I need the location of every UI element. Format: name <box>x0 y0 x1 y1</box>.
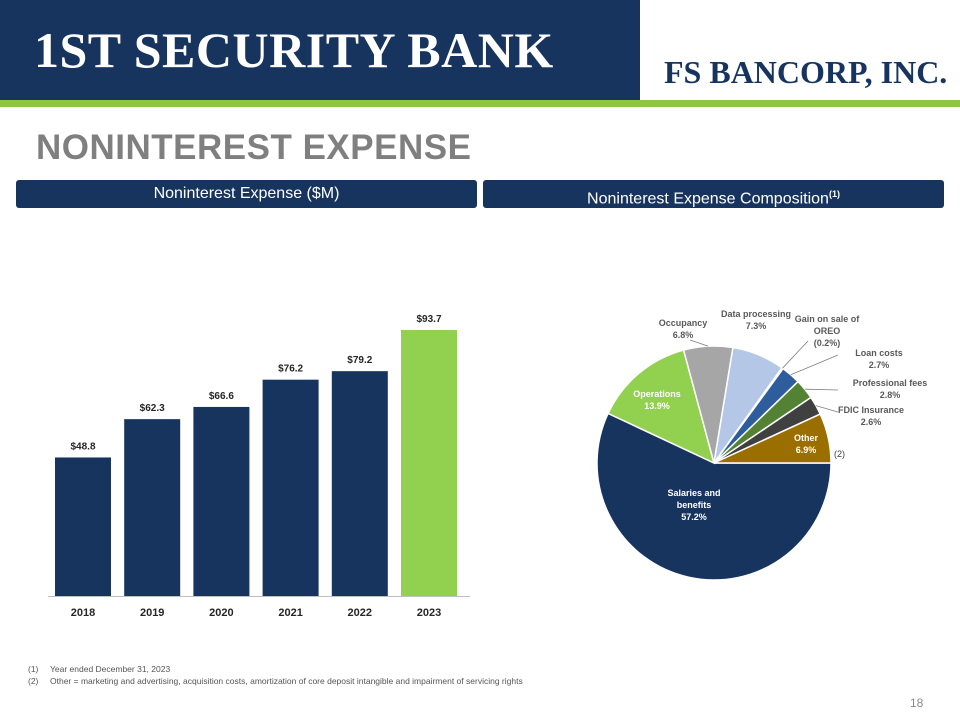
pie-slice-operations <box>607 349 716 465</box>
bar-value-label: $66.6 <box>209 391 234 402</box>
pie-chart-header: Noninterest Expense Composition(1) <box>483 180 944 208</box>
page-number: 18 <box>910 696 924 710</box>
pie-leader-professional-fees <box>804 388 839 391</box>
bar-value-label: $79.2 <box>347 355 372 366</box>
pie-label-loan-costs: Loan costs <box>855 348 903 358</box>
footnote-1: (1) Year ended December 31, 2023 <box>28 663 523 675</box>
footnote-2: (2) Other = marketing and advertising, ac… <box>28 675 523 687</box>
bar-category-label: 2018 <box>71 607 95 619</box>
pie-label-data-processing: 7.3% <box>746 321 767 331</box>
footnotes: (1) Year ended December 31, 2023 (2) Other… <box>28 663 523 687</box>
bar-2020 <box>193 406 250 596</box>
pie-label-data-processing: Data processing <box>721 309 791 319</box>
bar-category-label: 2019 <box>140 607 164 619</box>
pie-label-occupancy: 6.8% <box>673 330 694 340</box>
bar-category-label: 2023 <box>417 607 441 619</box>
bar-value-label: $93.7 <box>416 314 441 325</box>
bar-2021 <box>262 379 319 596</box>
bar-category-label: 2020 <box>209 607 233 619</box>
pie-label-operations: 13.9% <box>644 401 670 411</box>
pie-chart-header-label: Noninterest Expense Composition <box>587 190 829 208</box>
pie-label-occupancy: Occupancy <box>659 318 708 328</box>
pie-label-fdic-insurance: 2.6% <box>861 417 882 427</box>
pie-label-gain-on-sale-oreo: (0.2%) <box>814 338 841 348</box>
pie-slice-salaries-and-benefits <box>596 412 832 581</box>
pie-slice-other <box>713 413 832 464</box>
pie-label-salaries: Salaries and <box>667 488 720 498</box>
bar-chart-header: Noninterest Expense ($M) <box>16 180 477 208</box>
bar-category-label: 2022 <box>348 607 372 619</box>
fs-bancorp-logo: FS BANCORP, INC. <box>664 54 948 90</box>
fs-bancorp-logo-panel <box>640 0 960 100</box>
footnote-1-number: (1) <box>28 664 39 674</box>
footnote-2-number: (2) <box>28 676 39 686</box>
pie-label-loan-costs: 2.7% <box>869 360 890 370</box>
pie-label-professional-fees: Professional fees <box>853 378 928 388</box>
pie-leader-gain-on-sale <box>782 340 809 369</box>
pie-label-other: 6.9% <box>796 445 817 455</box>
pie-chart-header-footnote: (1) <box>828 189 840 199</box>
pie-label-operations: Operations <box>633 389 681 399</box>
pie-label-other: Other <box>794 433 819 443</box>
bar-2022 <box>331 371 388 596</box>
bar-value-label: $62.3 <box>140 403 165 414</box>
pie-label-fdic-insurance: FDIC Insurance <box>838 405 904 415</box>
first-security-bank-logo: 1ST SECURITY BANK <box>34 22 554 78</box>
pie-label-salaries: benefits <box>677 500 712 510</box>
bar-value-label: $48.8 <box>70 441 95 452</box>
pie-label-salaries: 57.2% <box>681 512 707 522</box>
page-title: NONINTEREST EXPENSE <box>36 128 472 167</box>
accent-divider <box>0 100 960 107</box>
bar-2018 <box>55 457 111 596</box>
pie-label-gain-on-sale-oreo: Gain on sale of <box>795 314 861 324</box>
footnote-1-text: Year ended December 31, 2023 <box>50 664 171 674</box>
pie-leader-fdic-insurance <box>815 405 839 413</box>
pie-leader-loan-costs <box>790 354 839 376</box>
bar-2023 <box>401 330 457 596</box>
pie-note-marker: (2) <box>834 449 845 459</box>
bar-value-label: $76.2 <box>278 364 303 375</box>
pie-label-professional-fees: 2.8% <box>880 390 901 400</box>
footnote-2-text: Other = marketing and advertising, acqui… <box>50 676 523 686</box>
bar-category-label: 2021 <box>278 607 302 619</box>
pie-label-gain-on-sale-oreo: OREO <box>814 326 841 336</box>
bar-chart-header-label: Noninterest Expense ($M) <box>153 185 340 202</box>
bar-2019 <box>124 419 181 596</box>
pie-leader-occupancy <box>689 339 709 347</box>
